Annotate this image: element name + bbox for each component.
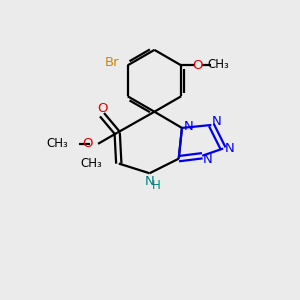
Text: CH₃: CH₃ <box>208 58 230 71</box>
Text: O: O <box>82 137 93 150</box>
Text: CH₃: CH₃ <box>47 137 69 150</box>
Text: N: N <box>212 115 222 128</box>
Text: Br: Br <box>105 56 120 70</box>
Text: CH₃: CH₃ <box>81 157 103 170</box>
Text: N: N <box>145 175 154 188</box>
Text: O: O <box>97 102 107 115</box>
Text: N: N <box>203 153 212 166</box>
Text: O: O <box>193 59 203 72</box>
Text: H: H <box>152 179 161 192</box>
Text: N: N <box>225 142 235 155</box>
Text: N: N <box>184 120 193 133</box>
